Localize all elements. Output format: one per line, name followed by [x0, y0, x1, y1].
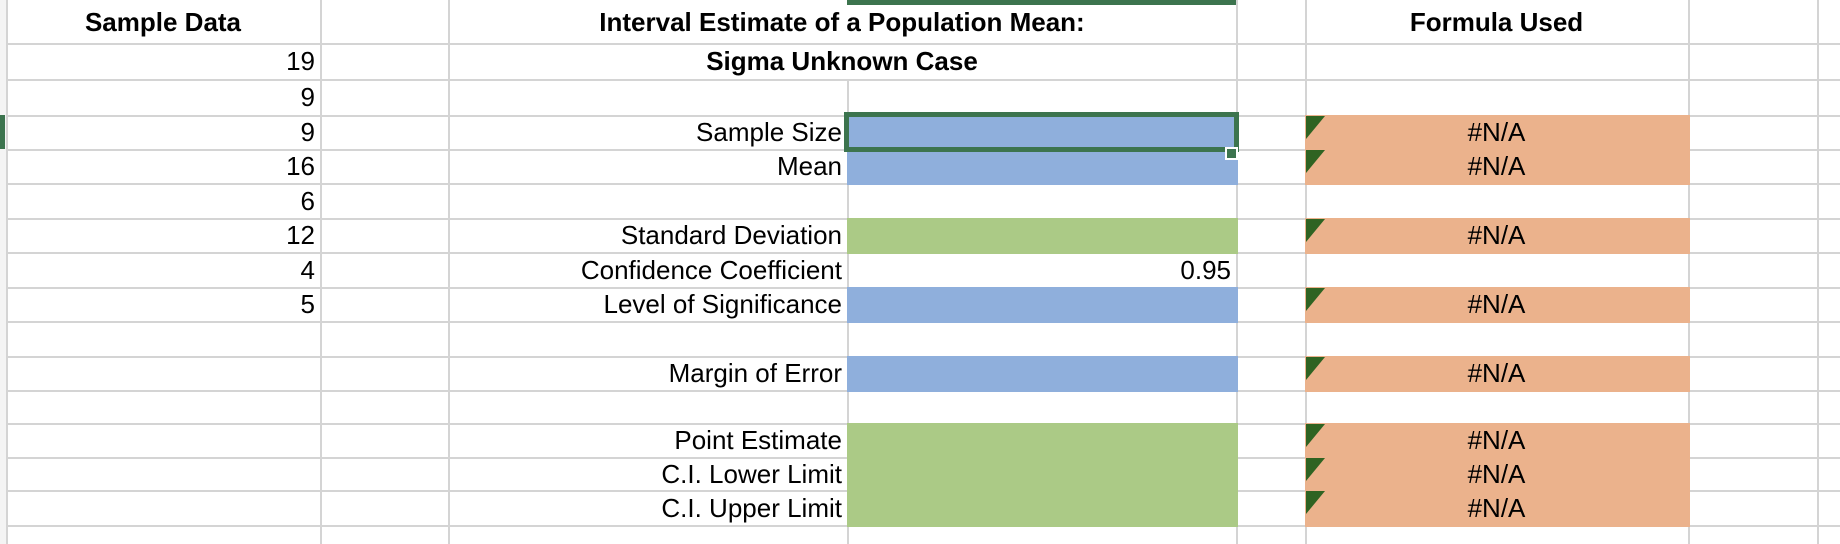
cell-r7c4[interactable]: Standard Deviation — [620, 220, 842, 250]
cell-r11c7[interactable]: #N/A — [1467, 358, 1526, 388]
column-header-highlight — [847, 0, 1236, 5]
row-header-highlight — [0, 115, 5, 149]
cell-r8c5[interactable]: 0.95 — [1180, 254, 1231, 285]
cell-r14c7[interactable]: #N/A — [1467, 458, 1526, 489]
cell-fill-r5c5[interactable] — [847, 149, 1238, 185]
gridline — [0, 43, 1840, 45]
cell-fill-r4c5[interactable] — [847, 115, 1238, 151]
gridline — [1817, 0, 1819, 544]
cell-fill-r11c7[interactable] — [1305, 356, 1690, 392]
cell-r11c4[interactable]: Margin of Error — [668, 358, 842, 388]
cell-r14c4[interactable]: C.I. Lower Limit — [661, 458, 842, 489]
gridline — [1305, 0, 1307, 544]
cell-r4c4[interactable]: Sample Size — [696, 117, 842, 147]
cell-r7c7[interactable]: #N/A — [1467, 220, 1526, 250]
gridline — [0, 79, 1840, 81]
cell-r9c2[interactable]: 5 — [300, 289, 315, 319]
cell-r1c2[interactable]: Sample Data — [84, 6, 242, 37]
cell-r9c7[interactable]: #N/A — [1467, 289, 1526, 319]
cell-fill-r14c7[interactable] — [1305, 457, 1690, 492]
cell-r13c7[interactable]: #N/A — [1467, 425, 1526, 455]
cell-r2c2[interactable]: 19 — [286, 46, 315, 76]
gridline — [1236, 0, 1238, 544]
cell-fill-r15c5[interactable] — [847, 490, 1238, 527]
cell-fill-r9c7[interactable] — [1305, 287, 1690, 323]
cell-r6c2[interactable]: 6 — [300, 185, 315, 216]
cell-fill-r9c5[interactable] — [847, 287, 1238, 323]
cell-r15c4[interactable]: C.I. Upper Limit — [661, 492, 842, 523]
cell-r7c2[interactable]: 12 — [286, 220, 315, 250]
cell-r1c4[interactable]: Interval Estimate of a Population Mean: — [599, 6, 1085, 37]
cell-r1c7[interactable]: Formula Used — [1409, 6, 1584, 37]
gridline — [6, 0, 8, 544]
gridline — [320, 0, 322, 544]
selected-cell-border — [844, 112, 1239, 152]
cell-fill-r4c7[interactable] — [1305, 115, 1690, 151]
cell-r2c4[interactable]: Sigma Unknown Case — [706, 46, 978, 76]
cell-r9c4[interactable]: Level of Significance — [603, 289, 842, 319]
cell-r4c2[interactable]: 9 — [300, 117, 315, 147]
cell-fill-r5c7[interactable] — [1305, 149, 1690, 185]
cell-r13c4[interactable]: Point Estimate — [674, 425, 842, 455]
cell-fill-r7c5[interactable] — [847, 218, 1238, 254]
cell-fill-r13c5[interactable] — [847, 423, 1238, 459]
row-header-strip — [0, 0, 6, 544]
cell-r4c7[interactable]: #N/A — [1467, 117, 1526, 147]
cell-fill-r14c5[interactable] — [847, 457, 1238, 492]
cell-fill-r13c7[interactable] — [1305, 423, 1690, 459]
gridline — [1688, 0, 1690, 544]
cell-r5c7[interactable]: #N/A — [1467, 151, 1526, 181]
cell-r3c2[interactable]: 9 — [300, 82, 315, 112]
cell-fill-r7c7[interactable] — [1305, 218, 1690, 254]
cell-fill-r15c7[interactable] — [1305, 490, 1690, 527]
cell-r5c4[interactable]: Mean — [776, 151, 842, 181]
gridline — [448, 0, 450, 544]
cell-r8c2[interactable]: 4 — [300, 254, 315, 285]
fill-handle[interactable] — [1225, 147, 1238, 160]
cell-r8c4[interactable]: Confidence Coefficient — [580, 254, 842, 285]
cell-r15c7[interactable]: #N/A — [1467, 492, 1526, 523]
cell-r5c2[interactable]: 16 — [286, 151, 315, 181]
cell-fill-r11c5[interactable] — [847, 356, 1238, 392]
